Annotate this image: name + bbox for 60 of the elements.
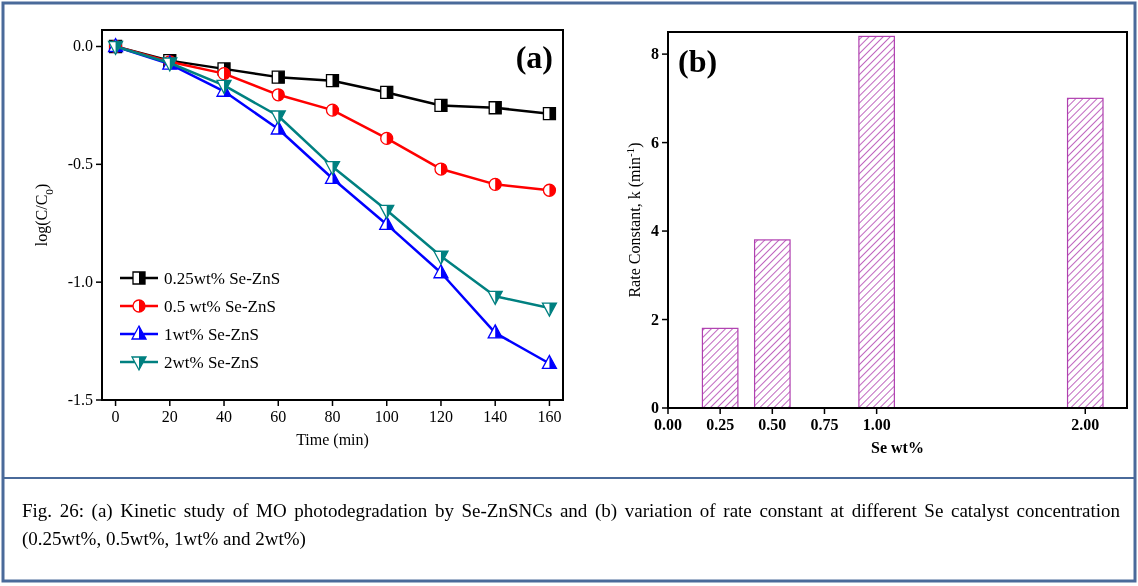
x-tick-label: 100 xyxy=(374,408,399,425)
x-tick-label: 1.00 xyxy=(862,416,891,433)
chart-title: (a) xyxy=(515,39,553,75)
bar xyxy=(753,239,791,409)
y-tick-label: 4 xyxy=(651,222,659,240)
x-tick-label: 20 xyxy=(161,408,178,425)
x-tick-label: 60 xyxy=(270,408,287,425)
x-tick-label: 80 xyxy=(324,408,341,425)
point xyxy=(325,74,340,88)
y-tick-label: -1.5 xyxy=(67,391,93,408)
x-tick-label: 2.00 xyxy=(1071,416,1100,433)
point xyxy=(542,107,557,121)
point xyxy=(542,183,557,197)
point xyxy=(380,131,394,146)
x-tick-label: 0.00 xyxy=(654,416,682,433)
point xyxy=(324,161,341,176)
x-tick-label: 40 xyxy=(216,408,233,425)
point xyxy=(270,110,286,125)
point xyxy=(433,264,449,279)
point xyxy=(379,204,395,219)
point xyxy=(217,66,231,81)
y-tick-label: -1.0 xyxy=(67,273,93,291)
x-tick-label: 0.50 xyxy=(758,416,787,433)
y-tick-label: 8 xyxy=(651,45,659,63)
caption: Fig. 26: (a) Kinetic study of MO photodegradation by Se-ZnSNCs and (b) variation of rate constant at different Se catalyst concentration (0.25wt%, 0.5wt%, 1wt% and 2wt%) xyxy=(22,499,1120,551)
point xyxy=(325,103,340,117)
bar xyxy=(1066,97,1104,409)
point xyxy=(487,290,503,305)
point xyxy=(487,324,503,339)
point xyxy=(271,88,285,102)
point xyxy=(434,98,448,113)
bar xyxy=(701,327,739,409)
y-tick-label: 2 xyxy=(651,310,659,328)
point xyxy=(434,162,448,176)
point xyxy=(271,70,285,84)
bar xyxy=(858,35,895,409)
point xyxy=(488,101,502,115)
x-tick-label: 0 xyxy=(111,408,120,425)
x-tick-label: 140 xyxy=(483,408,508,425)
point xyxy=(379,215,395,231)
point xyxy=(270,120,286,135)
x-axis-title: Se wt% xyxy=(871,439,924,456)
point xyxy=(541,354,558,370)
legend-label: 2wt% Se-ZnS xyxy=(164,353,259,372)
point xyxy=(488,177,502,191)
x-tick-label: 160 xyxy=(537,408,562,425)
y-tick-label: 0.0 xyxy=(73,37,93,55)
x-tick-label: 120 xyxy=(428,408,453,425)
x-tick-label: 0.75 xyxy=(810,416,839,433)
legend-label: 0.5 wt% Se-ZnS xyxy=(164,297,276,316)
y-tick-label: -0.5 xyxy=(67,155,93,173)
chart-title: (b) xyxy=(678,43,718,79)
legend-label: 1wt% Se-ZnS xyxy=(164,325,259,344)
x-axis-title: Time (min) xyxy=(296,431,369,449)
y-tick-label: 6 xyxy=(651,133,659,151)
point xyxy=(541,302,558,317)
x-tick-label: 0.25 xyxy=(706,416,735,433)
legend-label: 0.25wt% Se-ZnS xyxy=(164,269,281,288)
point xyxy=(380,85,394,100)
point xyxy=(433,250,449,265)
